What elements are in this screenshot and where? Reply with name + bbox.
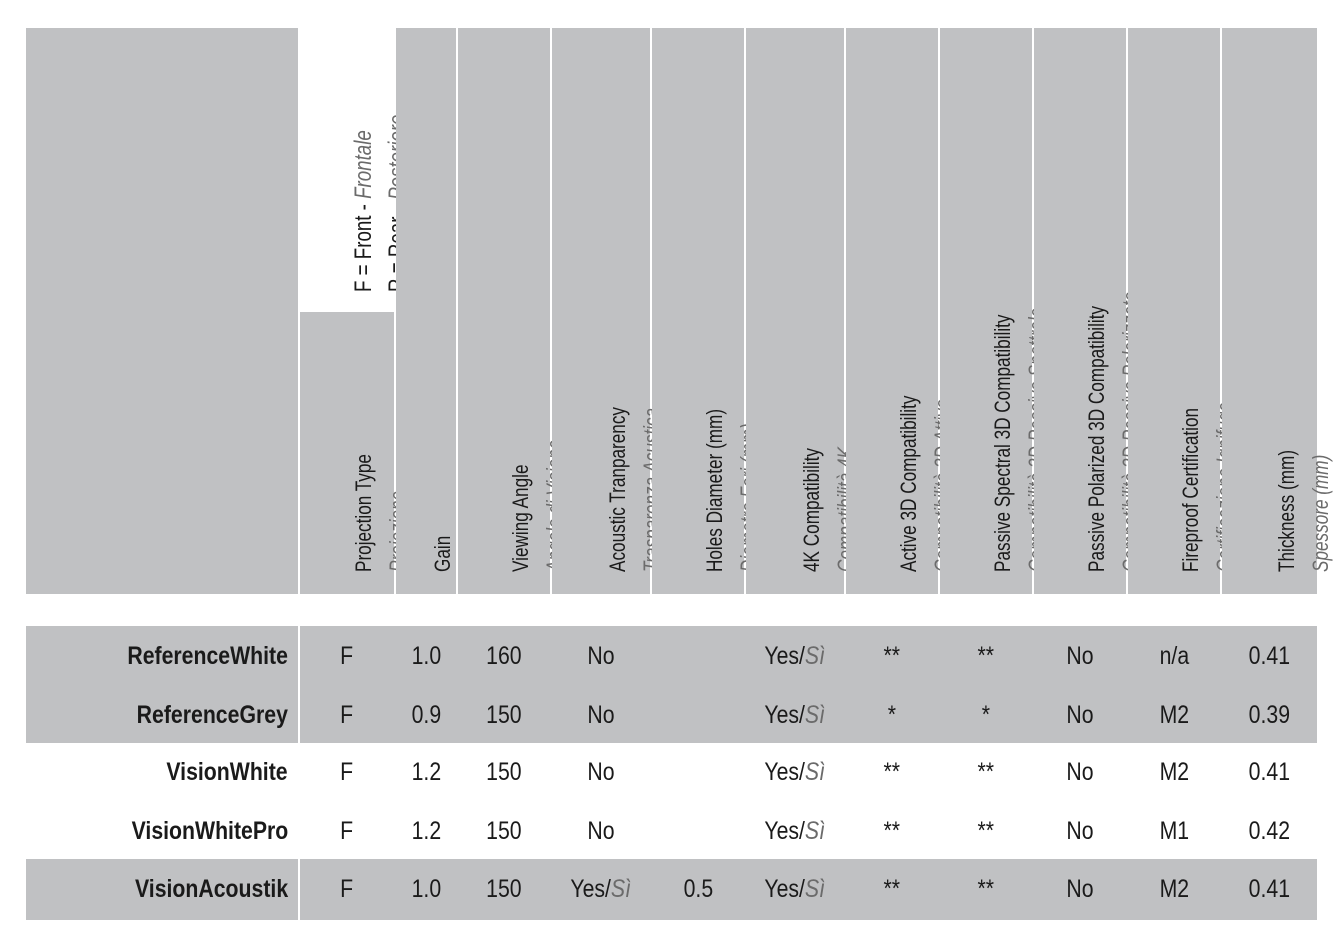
row-band-acoustik [26, 859, 1317, 920]
header-gain: Gain [396, 28, 456, 594]
cell-angle: 150 [486, 875, 522, 903]
cell-acoustic: No [587, 817, 615, 845]
cell-holes [652, 627, 744, 685]
cell-k4: Yes/Sì [764, 817, 826, 845]
cell-acoustic: No [587, 642, 615, 670]
cell-type: F [340, 817, 354, 845]
header-viewing-angle: Viewing AngleAngolo di Visione [458, 28, 567, 594]
cell-fire: n/a [1159, 642, 1189, 670]
cell-active3d: ** [883, 642, 901, 670]
header-corner [26, 28, 298, 594]
table-row: VisionWhitePro F 1.2 150 No Yes/Sì ** ** No M1 0.4… [0, 802, 1340, 860]
cell-polarized3d: No [1066, 758, 1094, 786]
product-name: ReferenceGrey [136, 701, 288, 729]
cell-k4: Yes/Sì [764, 758, 826, 786]
product-name: VisionWhite [166, 758, 288, 786]
header-4k: 4K CompatibilityCompatibilità 4K [746, 28, 858, 594]
header-fireproof: Fireproof CertificationCertificazione Ig… [1128, 28, 1237, 594]
header-holes: Holes Diameter (mm)Diametro Fori (mm) [652, 28, 761, 594]
header-thickness: Thickness (mm) Spessore (mm) [1222, 28, 1333, 594]
cell-holes [652, 686, 744, 744]
projection-legend: F = Front - Frontale R = Rear - Posterio… [300, 28, 411, 312]
cell-gain: 1.0 [411, 642, 441, 670]
legend-front: F = Front - Frontale [350, 130, 377, 292]
header-active-3d: Active 3D CompatibilityCompatibilità 3D … [846, 28, 955, 594]
product-name: VisionAcoustik [134, 875, 288, 903]
cell-thick: 0.41 [1248, 758, 1291, 786]
table-row: ReferenceWhite F 1.0 160 No Yes/Sì ** ** No n/a 0.… [0, 627, 1340, 685]
product-name: ReferenceWhite [127, 642, 288, 670]
cell-thick: 0.41 [1248, 642, 1291, 670]
cell-type: F [340, 642, 354, 670]
table-row: VisionAcoustik F 1.0 150 Yes/Sì 0.5 Yes/Sì ** **… [0, 860, 1340, 918]
cell-spectral3d: ** [977, 817, 995, 845]
header-acoustic: Acoustic TranparencyTrasparenza Acustica [552, 28, 664, 594]
cell-type: F [340, 701, 354, 729]
cell-active3d: ** [883, 875, 901, 903]
cell-angle: 160 [486, 642, 522, 670]
cell-thick: 0.41 [1248, 875, 1291, 903]
cell-fire: M2 [1159, 875, 1189, 903]
cell-fire: M1 [1159, 817, 1189, 845]
cell-holes: 0.5 [683, 875, 713, 903]
cell-gain: 0.9 [411, 701, 441, 729]
cell-active3d: * [887, 701, 897, 729]
table-row: VisionWhite F 1.2 150 No Yes/Sì ** ** No M2 0.41 [0, 743, 1340, 801]
cell-acoustic: No [587, 701, 615, 729]
cell-spectral3d: ** [977, 758, 995, 786]
cell-gain: 1.0 [411, 875, 441, 903]
row-band-reference [26, 626, 1317, 743]
cell-angle: 150 [486, 817, 522, 845]
cell-polarized3d: No [1066, 642, 1094, 670]
cell-polarized3d: No [1066, 875, 1094, 903]
cell-spectral3d: ** [977, 875, 995, 903]
cell-thick: 0.42 [1248, 817, 1291, 845]
header-spectral-3d: Passive Spectral 3D CompatibilityCompati… [940, 28, 1049, 594]
cell-gain: 1.2 [411, 817, 441, 845]
cell-gain: 1.2 [411, 758, 441, 786]
cell-polarized3d: No [1066, 817, 1094, 845]
cell-fire: M2 [1159, 701, 1189, 729]
cell-polarized3d: No [1066, 701, 1094, 729]
cell-holes [652, 802, 744, 860]
cell-acoustic: Yes/Sì [570, 875, 632, 903]
cell-type: F [340, 875, 354, 903]
cell-acoustic: No [587, 758, 615, 786]
cell-k4: Yes/Sì [764, 642, 826, 670]
cell-k4: Yes/Sì [764, 701, 826, 729]
cell-thick: 0.39 [1248, 701, 1291, 729]
column-divider [298, 626, 300, 920]
cell-angle: 150 [486, 701, 522, 729]
header-polarized-3d: Passive Polarized 3D CompatibilityCompat… [1034, 28, 1143, 594]
cell-fire: M2 [1159, 758, 1189, 786]
cell-type: F [340, 758, 354, 786]
cell-spectral3d: * [981, 701, 991, 729]
cell-spectral3d: ** [977, 642, 995, 670]
cell-k4: Yes/Sì [764, 875, 826, 903]
cell-active3d: ** [883, 817, 901, 845]
product-name: VisionWhitePro [131, 817, 288, 845]
cell-angle: 150 [486, 758, 522, 786]
cell-holes [652, 743, 744, 801]
cell-active3d: ** [883, 758, 901, 786]
table-row: ReferenceGrey F 0.9 150 No Yes/Sì * * No M2 0.39 [0, 686, 1340, 744]
